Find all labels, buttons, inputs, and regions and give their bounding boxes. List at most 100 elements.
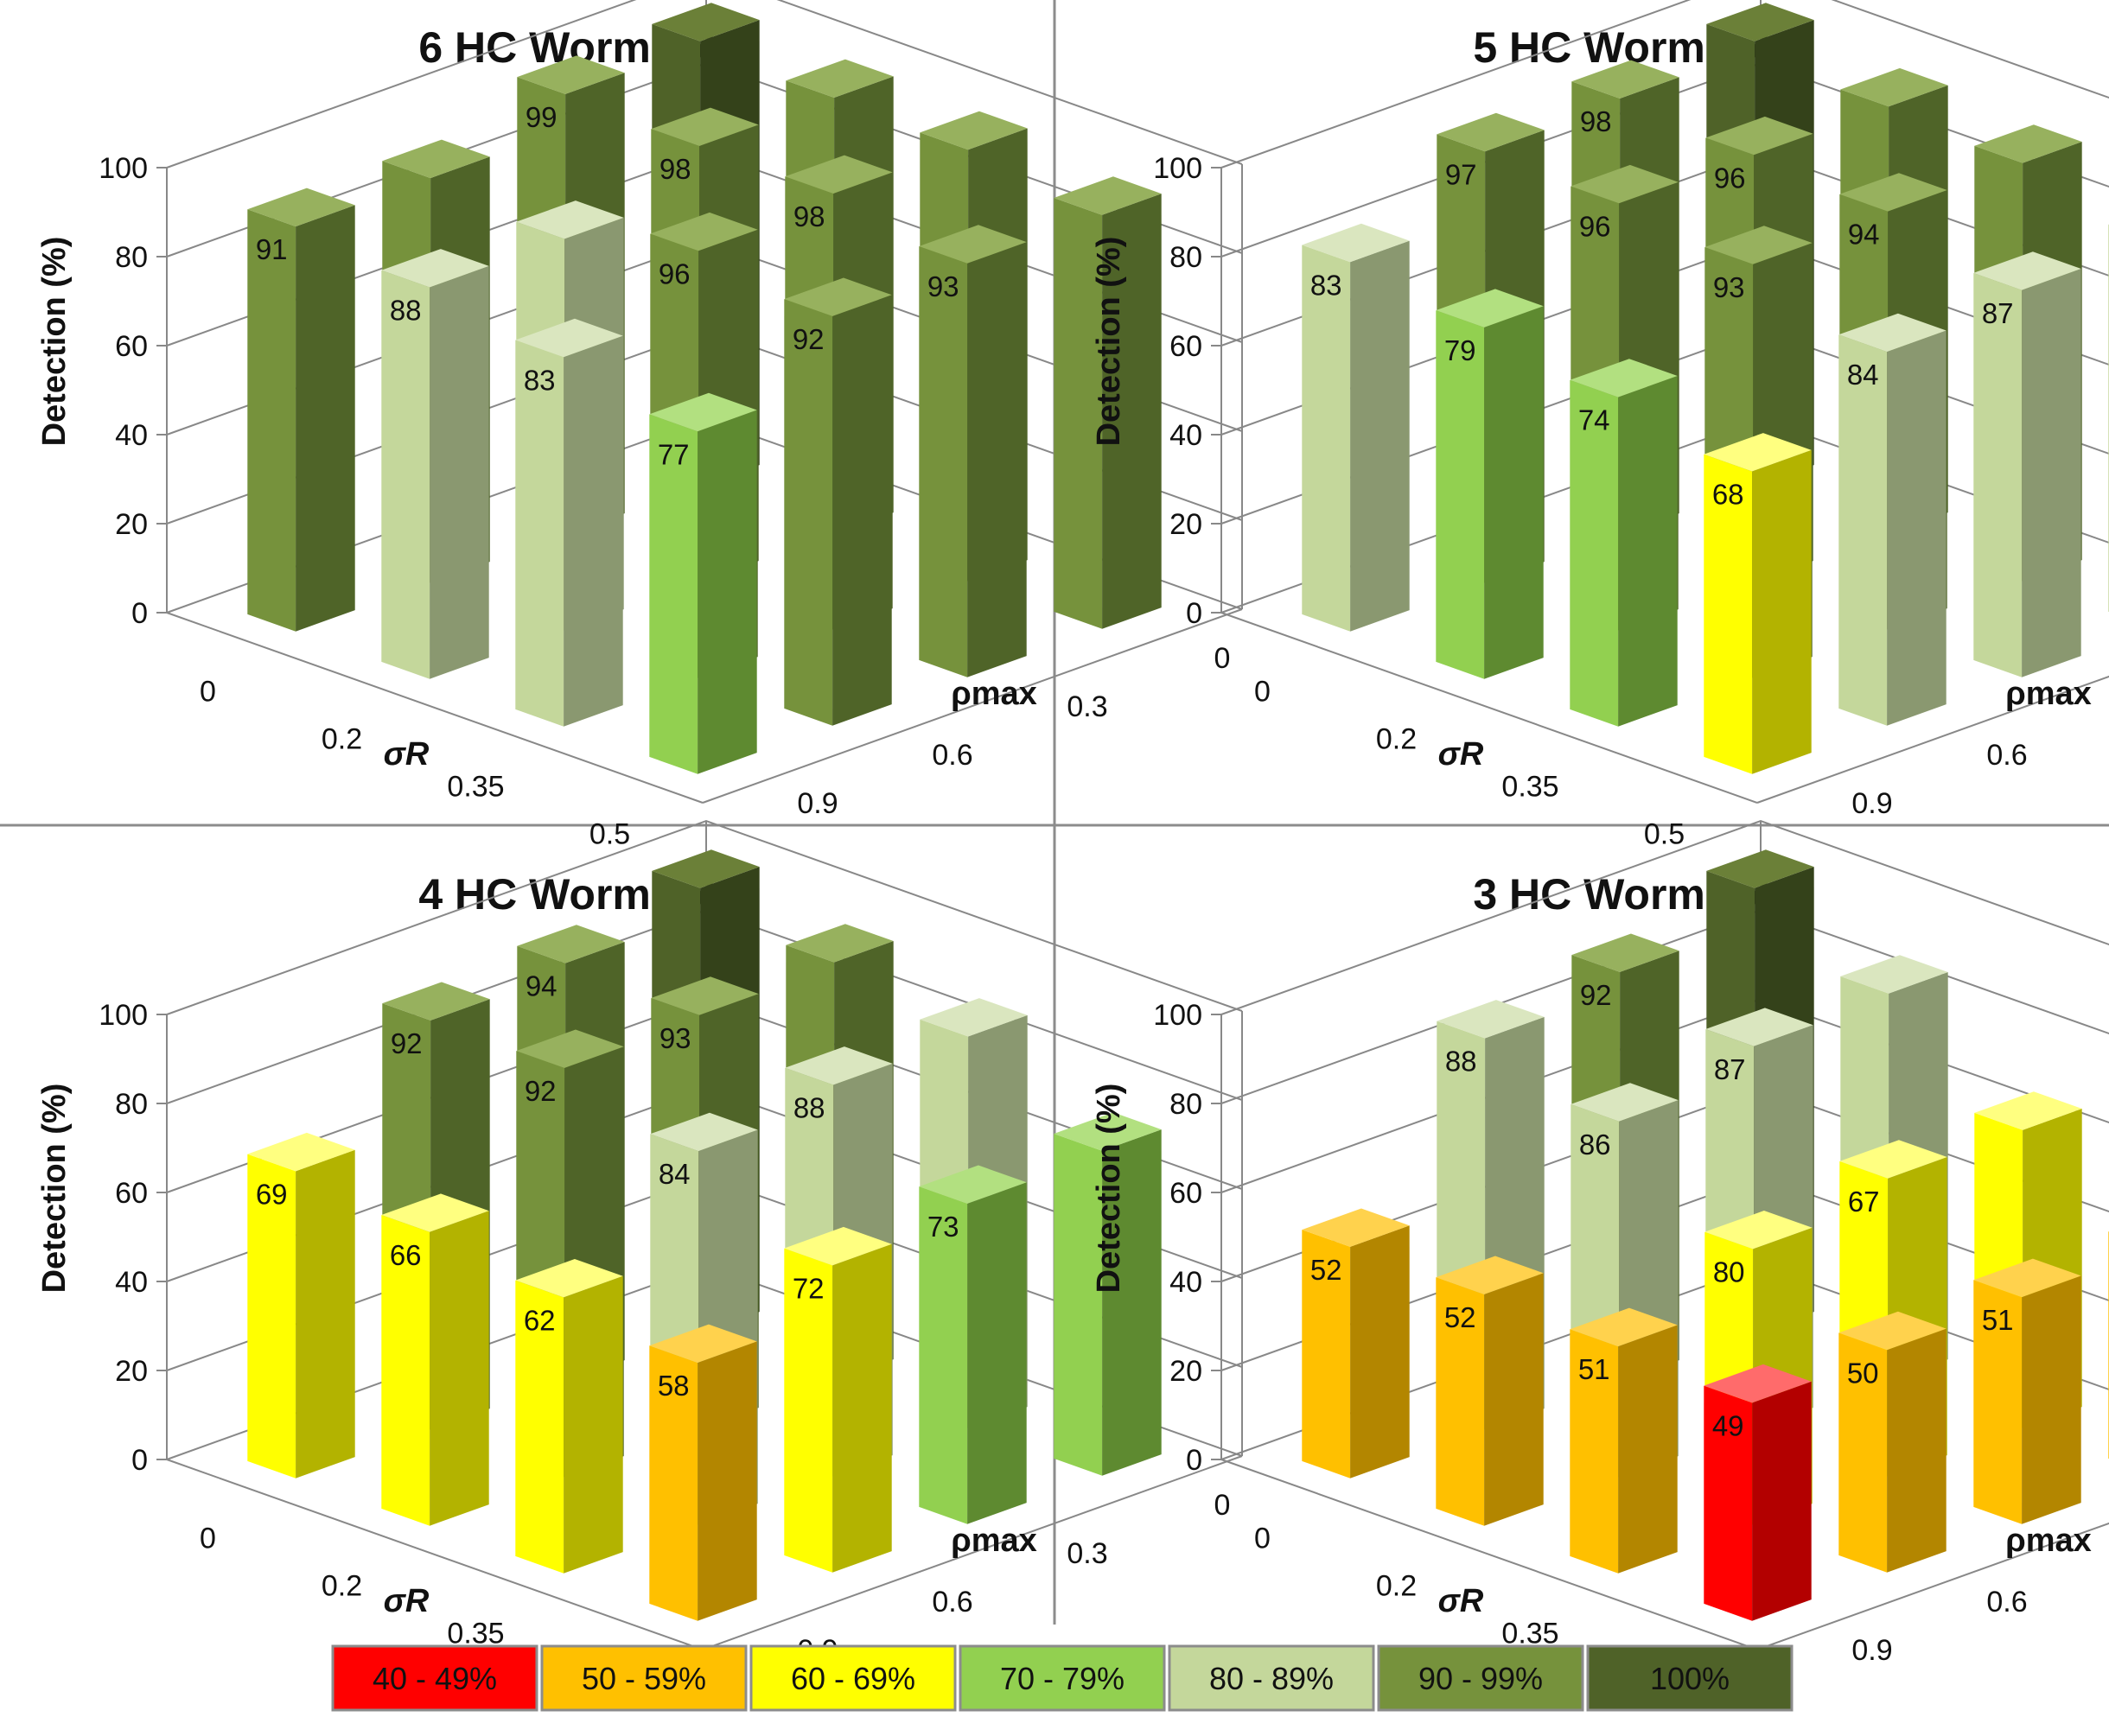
data-label: 86 [1579, 1129, 1611, 1161]
chart-panel-5hc: 5 HC Wormhole02040608010000.20.350.500.3… [1091, 0, 2109, 851]
x-axis-title: σR [1438, 736, 1484, 773]
bars: 92 87 67 51 88 86 80 50 52 52 51 49 [1302, 849, 2109, 1621]
data-label: 92 [391, 1027, 423, 1059]
y-tick-label: 40 [1169, 419, 1202, 452]
x-tick-label: 0.5 [589, 818, 630, 851]
svg-text:100%: 100% [1650, 1661, 1730, 1696]
z-tick-label: 0.6 [932, 1586, 972, 1618]
bar: 62 [515, 1259, 623, 1574]
y-tick-label: 80 [115, 241, 148, 274]
bar-side-face [832, 295, 892, 726]
svg-text:90 - 99%: 90 - 99% [1418, 1661, 1543, 1696]
svg-text:80 - 89%: 80 - 89% [1209, 1661, 1334, 1696]
legend: 40 - 49% 50 - 59% 60 - 69% 70 - 79% 80 -… [331, 1644, 1794, 1712]
bar-top-face [1839, 1140, 1947, 1179]
data-label: 77 [658, 438, 690, 470]
z-tick-label: 0 [1214, 1489, 1231, 1522]
y-tick-label: 100 [99, 999, 148, 1032]
x-tick-label: 0.35 [447, 1618, 504, 1650]
bar-front-face [919, 246, 968, 677]
bar-front-face [1570, 1329, 1619, 1574]
bar-side-face [1350, 240, 1410, 632]
bar-top-face [649, 1324, 757, 1363]
bar: 58 [649, 1324, 757, 1621]
bars: 99 98 98 93 96 92 91 88 83 77 [247, 3, 1162, 774]
data-label: 93 [927, 270, 959, 302]
bar-front-face [515, 1280, 564, 1574]
y-tick-label: 20 [1169, 508, 1202, 541]
bar: 52 [1302, 1208, 1410, 1478]
bar-front-face [649, 1345, 698, 1621]
data-label: 99 [526, 101, 558, 133]
bar-side-face [698, 410, 757, 774]
data-label: 88 [793, 1092, 825, 1124]
z-tick-label: 0.9 [1851, 1634, 1892, 1667]
bar-front-face [1302, 1230, 1351, 1478]
y-tick-label: 20 [115, 508, 148, 541]
bar [1054, 1112, 1162, 1476]
bar-front-face [1838, 334, 1888, 726]
data-label: 96 [1579, 210, 1611, 242]
y-tick-label: 0 [1186, 597, 1202, 630]
bar-side-face [2022, 1275, 2081, 1524]
data-label: 87 [1982, 297, 2014, 329]
bar-top-face [1302, 1208, 1410, 1247]
bar-side-face [296, 205, 355, 632]
data-label: 79 [1444, 334, 1476, 366]
bar-front-face [784, 1248, 833, 1573]
bar-side-face [430, 265, 489, 679]
bar-top-face [920, 111, 1028, 150]
bar-top-face [652, 3, 760, 41]
y-tick-label: 100 [1153, 999, 1202, 1032]
bar-front-face [784, 299, 833, 726]
bar: 68 [1704, 433, 1812, 774]
gridline [166, 0, 1243, 169]
bar-top-face [786, 924, 894, 963]
bar: 49 [1704, 1364, 1812, 1621]
bar-top-face [1838, 313, 1947, 353]
z-tick-label: 0.3 [1067, 1537, 1107, 1570]
bar-front-face [1704, 1385, 1753, 1621]
bar-top-face [1974, 124, 2082, 163]
x-tick-label: 0 [200, 676, 216, 709]
bar-front-face [247, 209, 296, 632]
chart-panel-6hc: 6 HC Wormhole02040608010000.20.350.500.3… [36, 0, 1243, 851]
bar-side-face [564, 1275, 623, 1574]
y-tick-label: 0 [1186, 1444, 1202, 1477]
x-tick-label: 0.35 [1501, 1618, 1558, 1650]
bar-front-face [1436, 310, 1485, 679]
legend-item-100: 100% [1586, 1644, 1794, 1712]
data-label: 73 [927, 1211, 959, 1243]
data-label: 98 [659, 153, 691, 185]
z-tick-label: 0.9 [797, 787, 838, 820]
z-axis-title: ρmax [2005, 1523, 2092, 1559]
bar-side-face [1484, 1273, 1544, 1526]
bar: 91 [247, 188, 355, 632]
bar-top-face [382, 139, 490, 179]
bar-top-face [1840, 955, 1948, 994]
bar: 79 [1436, 289, 1544, 679]
bar-side-face [1752, 449, 1812, 774]
x-tick-label: 0.2 [322, 1570, 362, 1603]
data-label: 98 [793, 200, 825, 232]
bar: 72 [784, 1226, 892, 1573]
bar: 74 [1570, 359, 1678, 727]
data-label: 74 [1578, 404, 1610, 436]
data-label: 96 [1714, 162, 1746, 194]
bar-top-face [919, 1165, 1027, 1204]
bar-top-face [1571, 933, 1679, 972]
data-label: 83 [1310, 269, 1342, 301]
bar-front-face [1054, 1134, 1103, 1476]
y-tick-label: 80 [1169, 1088, 1202, 1121]
bar-top-face [650, 1112, 758, 1152]
data-label: 49 [1712, 1409, 1744, 1441]
data-label: 69 [256, 1178, 288, 1210]
z-axis [702, 608, 1243, 804]
bar-front-face [1054, 198, 1103, 629]
bar-side-face [1102, 194, 1162, 629]
bar-front-face [1302, 245, 1351, 632]
gridline [1220, 0, 2109, 169]
svg-text:60 - 69%: 60 - 69% [791, 1661, 915, 1696]
bar-top-face [1704, 433, 1812, 472]
